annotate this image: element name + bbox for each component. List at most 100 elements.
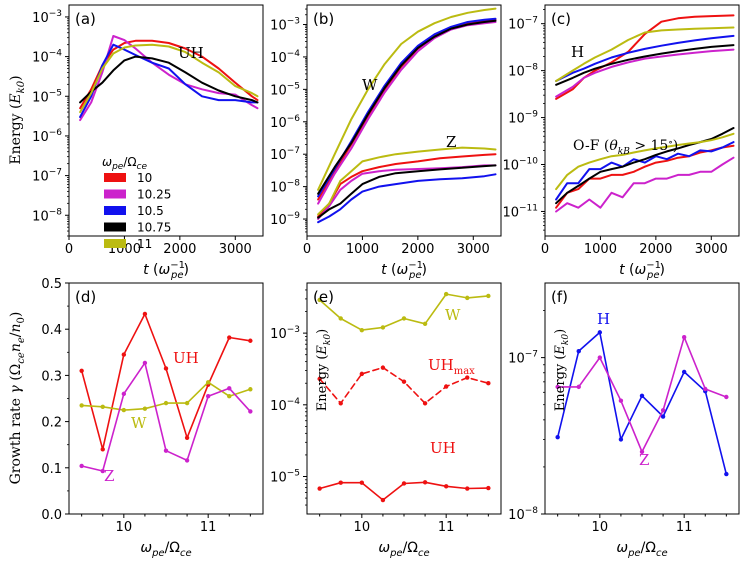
data-point-UHmax — [465, 375, 470, 380]
y-tick-label: 0.4 — [41, 323, 62, 338]
series-line-W — [80, 381, 252, 411]
y-tick-label: 10−7 — [32, 168, 62, 185]
plot-area — [79, 35, 259, 122]
y-tick-label: 10−4 — [32, 49, 62, 66]
legend-label: 10.25 — [137, 188, 171, 202]
data-point-W — [227, 393, 232, 399]
panel-d: 10 11 0.0 0.1 0.2 0.3 0.4 0.5 (d) ωpe/Ωce UH W Z — [41, 277, 264, 559]
data-point-H — [639, 393, 645, 398]
data-point-W — [401, 316, 407, 321]
data-point-W — [338, 316, 343, 321]
series-line-10.5-O-F — [555, 141, 735, 201]
annotation-uh: UH — [178, 44, 204, 62]
data-point-W — [184, 400, 190, 406]
data-point-UH — [338, 480, 343, 485]
y-tick-label: 10−7 — [508, 350, 538, 367]
x-tick-label: 2000 — [639, 242, 672, 257]
data-point-UH — [486, 485, 491, 491]
annotation-z: Z — [639, 451, 649, 469]
data-point-W — [79, 403, 84, 408]
y-tick-label: 0.2 — [41, 416, 62, 431]
data-point-W — [380, 325, 386, 330]
legend-swatch — [104, 206, 126, 215]
series-line-10.75 — [79, 55, 259, 104]
x-tick-label: 0 — [303, 242, 311, 257]
x-tick-label: 0 — [541, 242, 549, 257]
legend-swatch — [104, 173, 126, 182]
x-axis-label: ωpe/Ωce — [378, 540, 429, 559]
y-tick-label: 10−5 — [270, 81, 300, 98]
y-tick-label: 10−3 — [270, 325, 300, 342]
x-tick-label: 11 — [438, 520, 455, 535]
series-line-11 — [79, 43, 259, 114]
x-tick-label: 3000 — [457, 242, 490, 257]
annotation-h: H — [571, 43, 584, 61]
legend-label: 11 — [137, 237, 152, 251]
x-tick-label: 2000 — [163, 242, 196, 257]
y-tick-label: 10−3 — [270, 17, 300, 34]
series-line-10.25-H — [555, 48, 735, 98]
y-tick-label: 0.0 — [41, 508, 62, 523]
data-point-H — [724, 471, 729, 477]
data-point-Z — [576, 384, 581, 390]
data-point-H — [681, 369, 687, 375]
panel-label: (d) — [75, 288, 96, 306]
data-point-UH — [100, 447, 105, 452]
axes-frame — [544, 4, 740, 237]
plot-area — [317, 7, 497, 224]
annotation-w: W — [131, 414, 147, 432]
data-point-W — [163, 400, 169, 406]
series-line-10.25-Z — [317, 164, 497, 220]
data-point-W — [465, 295, 470, 301]
series-line-11-W — [317, 7, 497, 191]
series-line-10.5-H — [555, 34, 735, 82]
panel-label: (a) — [75, 10, 96, 28]
data-point-Z — [597, 355, 603, 360]
panel-b: 0 1000 2000 3000 10−9 10−8 10−7 10−6 10−5 10−4 10−… — [270, 4, 502, 281]
axes-frame — [68, 282, 264, 515]
data-point-W — [205, 380, 211, 385]
y-tick-label: 10−5 — [32, 88, 62, 105]
data-point-W — [100, 404, 105, 410]
x-axis-label: ωpe/Ωce — [616, 540, 667, 559]
series-line-Z — [80, 362, 252, 472]
series-line-10-Z — [317, 153, 497, 218]
data-point-H — [660, 414, 666, 419]
data-point-UHmax — [338, 401, 343, 406]
x-tick-label: 11 — [676, 520, 693, 535]
y-axis-label-bottom: Growth rate γ (Ωcene/n0) — [8, 312, 27, 485]
plot-area — [555, 14, 735, 213]
data-point-UHmax — [401, 379, 407, 384]
y-tick-label: 10−4 — [270, 397, 300, 414]
data-point-Z — [681, 335, 687, 340]
data-point-Z — [205, 393, 211, 399]
y-tick-label: 0.5 — [41, 277, 62, 292]
data-point-W — [248, 387, 253, 392]
annotation-uhmax: UHmax — [428, 356, 475, 377]
x-tick-label: 10 — [592, 520, 609, 535]
x-tick-label: 10 — [116, 520, 133, 535]
series-line-10.25-O-F — [555, 156, 735, 213]
legend-title: ωpe/Ωce — [102, 155, 147, 172]
data-point-UH — [163, 366, 169, 371]
data-point-UHmax — [317, 376, 322, 382]
series-line-10.75-H — [555, 44, 735, 86]
plot-area — [79, 311, 253, 474]
panel-e: 10 11 10−5 10−4 10−3 (e) ωpe/Ωce W UHmax UH — [270, 282, 502, 559]
data-point-Z — [660, 408, 666, 413]
panel-label: (b) — [313, 10, 334, 28]
panel-f: 10 11 10−8 10−7 (f) ωpe/Ωce H Z — [508, 282, 740, 559]
y-tick-label: 10−7 — [508, 16, 538, 33]
annotation-z: Z — [446, 133, 456, 151]
data-point-Z — [227, 386, 232, 391]
data-point-Z — [79, 463, 84, 469]
plot-area — [317, 291, 491, 503]
axes-frame — [544, 282, 740, 515]
data-point-UH — [227, 335, 232, 340]
y-tick-label: 10−5 — [270, 469, 300, 486]
data-point-UH — [142, 311, 148, 317]
series-line-W — [318, 293, 490, 331]
